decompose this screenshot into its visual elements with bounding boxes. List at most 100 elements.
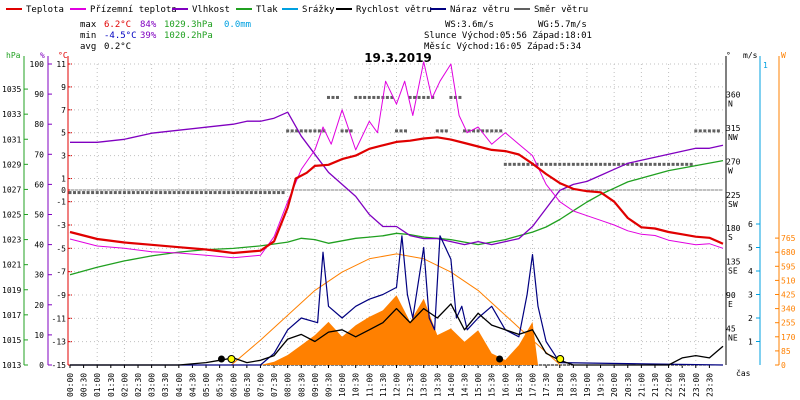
x-tick-label: 18:00 [556, 373, 565, 397]
x-tick-label: 02:30 [134, 373, 143, 397]
wind-direction-point [467, 129, 471, 133]
temp-tick-label: 11 [56, 60, 66, 69]
stat-max-press: 1029.3hPa [164, 20, 213, 30]
wind-direction-point [639, 162, 643, 166]
info-ws: WS:3.6m/s [445, 20, 494, 30]
legend-label: Teplota [26, 5, 64, 15]
x-tick-label: 05:00 [202, 373, 211, 397]
wind-direction-point [676, 162, 680, 166]
dir-tick-deg: 270 [726, 157, 741, 166]
wind-direction-point [122, 191, 126, 195]
wind-direction-point [100, 191, 104, 195]
wind-direction-point [571, 162, 575, 166]
hpa-tick-label: 1025 [2, 211, 21, 220]
legend-label: Vlhkost [192, 5, 230, 15]
wind-direction-point [422, 95, 426, 99]
wind-direction-point [73, 191, 76, 195]
wind-direction-point [417, 95, 421, 99]
dir-tick-compass: SW [728, 200, 738, 209]
wind-direction-point [236, 191, 240, 195]
x-tick-label: 15:30 [488, 373, 497, 397]
stat-min-temp: -4.5°C [104, 31, 137, 41]
ms-axis-top-label: 1 [763, 61, 768, 70]
wind-direction-point [485, 129, 489, 133]
moonrise-marker [496, 355, 504, 363]
wind-direction-point [335, 95, 339, 99]
x-tick-label: 06:00 [229, 373, 238, 397]
legend-label: Rychlost větru [356, 5, 432, 15]
wind-direction-point [204, 191, 208, 195]
pct-tick-label: 80 [34, 120, 44, 129]
stat-max-label: max [80, 20, 97, 30]
dir-tick-deg: 360 [726, 90, 741, 99]
temp-tick-label: 5 [61, 129, 66, 138]
x-tick-label: 17:30 [542, 373, 551, 397]
wind-direction-point [290, 129, 294, 133]
wind-direction-point [345, 129, 349, 133]
wind-direction-point [644, 162, 648, 166]
wind-direction-point [295, 129, 299, 133]
dir-tick-deg: 135 [726, 258, 741, 267]
pct-tick-label: 40 [34, 241, 44, 250]
wind-direction-point [322, 129, 326, 133]
wind-direction-point [331, 95, 335, 99]
x-tick-label: 06:30 [243, 373, 252, 397]
wind-direction-point [635, 162, 639, 166]
wind-direction-point [209, 191, 213, 195]
hpa-tick-label: 1021 [2, 261, 21, 270]
x-tick-label: 10:30 [352, 373, 361, 397]
wind-direction-point [145, 191, 149, 195]
dir-tick-deg: 225 [726, 191, 741, 200]
hpa-tick-label: 1017 [2, 311, 21, 320]
wind-direction-point [567, 162, 571, 166]
wm2-axis-label: W [781, 51, 786, 60]
info-moon: Měsíc Východ:16:05 Západ:5:34 [424, 42, 581, 52]
hpa-axis-label: hPa [6, 51, 21, 60]
wind-direction-point [458, 95, 462, 99]
wind-direction-point [195, 191, 199, 195]
wind-direction-point [481, 129, 485, 133]
wind-direction-point [453, 95, 457, 99]
wind-direction-point [517, 162, 521, 166]
wind-direction-point [512, 162, 516, 166]
wind-direction-point [698, 129, 702, 133]
x-tick-label: 17:00 [529, 373, 538, 397]
wind-direction-point [716, 129, 720, 133]
pct-tick-label: 90 [34, 90, 44, 99]
stat-min-label: min [80, 31, 96, 41]
wind-direction-point [141, 191, 145, 195]
pct-tick-label: 50 [34, 211, 44, 220]
temp-tick-label: -7 [56, 268, 66, 277]
wind-direction-point [521, 162, 525, 166]
x-tick-label: 22:00 [665, 373, 674, 397]
x-tick-label: 21:30 [651, 373, 660, 397]
pressure-line [69, 159, 724, 276]
x-tick-label: 08:00 [284, 373, 293, 397]
wm2-tick-label: 425 [781, 291, 796, 300]
wind-direction-point [154, 191, 158, 195]
wind-direction-point [136, 191, 140, 195]
stat-min-hum: 39% [140, 31, 157, 41]
wind-direction-point [630, 162, 634, 166]
ms-tick-label: 4 [748, 267, 753, 276]
ms-tick-label: 6 [748, 220, 753, 229]
pct-tick-label: 70 [34, 150, 44, 159]
wind-direction-point [281, 191, 285, 195]
legend: Teplota Přízemní teplota Vlhkost Tlak Srážky… [6, 5, 588, 15]
legend-label: Směr větru [534, 5, 588, 15]
x-tick-label: 13:30 [433, 373, 442, 397]
wind-direction-point [177, 191, 181, 195]
wind-gust-line [70, 235, 724, 366]
moonset-marker [217, 355, 225, 363]
wind-direction-point [667, 162, 671, 166]
wind-direction-point [199, 191, 203, 195]
legend-label: Přízemní teplota [90, 5, 177, 15]
wind-direction-point [549, 162, 553, 166]
wind-direction-point [562, 162, 566, 166]
wind-direction-point [82, 191, 86, 195]
dir-tick-deg: 180 [726, 224, 741, 233]
wind-direction-point [299, 129, 303, 133]
legend-label: Náraz větru [450, 5, 510, 15]
wind-direction-point [426, 95, 430, 99]
clear-sky-curve [230, 253, 561, 366]
